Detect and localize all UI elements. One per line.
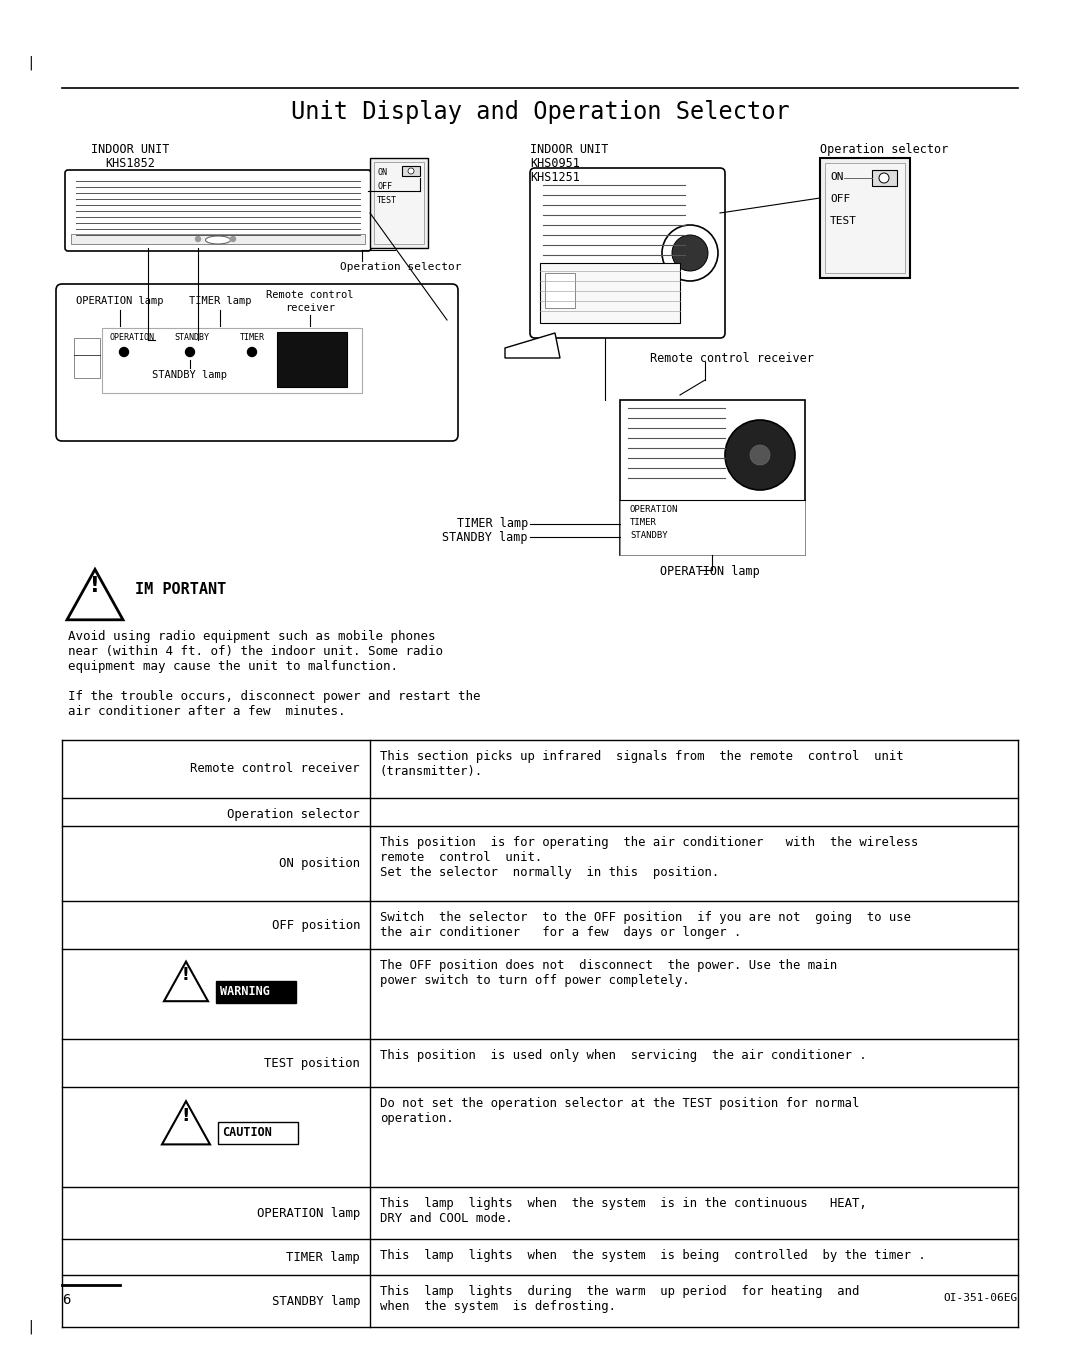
Text: OPERATION lamp: OPERATION lamp	[257, 1206, 360, 1220]
Circle shape	[672, 235, 708, 271]
Text: TIMER lamp: TIMER lamp	[286, 1250, 360, 1263]
Text: STANDBY lamp: STANDBY lamp	[443, 530, 528, 544]
Text: KHS1852: KHS1852	[105, 156, 154, 170]
Text: 6: 6	[62, 1293, 70, 1307]
Text: STANDBY lamp: STANDBY lamp	[152, 370, 228, 379]
Polygon shape	[162, 1102, 210, 1144]
Text: |: |	[28, 1321, 32, 1334]
Circle shape	[750, 445, 770, 465]
Bar	[102, 328, 362, 393]
Text: TEST: TEST	[377, 196, 397, 205]
Text: Avoid using radio equipment such as mobile phones
near (within 4 ft. of) the ind: Avoid using radio equipment such as mobi…	[68, 630, 443, 673]
Text: !: !	[90, 577, 99, 596]
Bar	[218, 1122, 298, 1144]
Text: IM PORTANT: IM PORTANT	[135, 582, 226, 597]
Bar	[374, 162, 424, 243]
Text: TIMER lamp: TIMER lamp	[457, 518, 528, 530]
Text: This position  is used only when  servicing  the air conditioner .: This position is used only when servicin…	[380, 1049, 867, 1062]
Bar	[820, 158, 910, 277]
Circle shape	[879, 173, 889, 184]
Text: ON: ON	[377, 169, 387, 177]
Text: Switch  the selector  to the OFF position  if you are not  going  to use
the air: Switch the selector to the OFF position …	[380, 911, 912, 938]
Circle shape	[706, 507, 714, 515]
Text: OPERATION lamp: OPERATION lamp	[77, 296, 164, 306]
Circle shape	[725, 420, 795, 490]
Text: !: !	[183, 966, 190, 983]
Text: !: !	[181, 1107, 190, 1125]
Text: OFF position: OFF position	[271, 918, 360, 932]
Circle shape	[408, 169, 414, 174]
Text: TIMER: TIMER	[630, 518, 657, 526]
Text: OPERATION lamp: OPERATION lamp	[660, 564, 759, 578]
Text: STANDBY: STANDBY	[630, 530, 667, 540]
Text: Do not set the operation selector at the TEST position for normal
operation.: Do not set the operation selector at the…	[380, 1098, 860, 1125]
Bar	[402, 166, 420, 175]
Text: KHS1251: KHS1251	[530, 171, 580, 184]
Bar	[545, 273, 575, 307]
Bar	[71, 234, 365, 243]
Bar	[825, 163, 905, 273]
Text: OFF: OFF	[377, 182, 392, 190]
Text: STANDBY: STANDBY	[174, 333, 210, 341]
Circle shape	[230, 237, 235, 242]
Bar	[216, 981, 296, 1004]
Bar	[620, 400, 805, 555]
Circle shape	[120, 348, 129, 356]
Text: This section picks up infrared  signals from  the remote  control  unit
(transmi: This section picks up infrared signals f…	[380, 749, 904, 778]
Text: Remote control receiver: Remote control receiver	[650, 352, 814, 364]
Text: OPERATION: OPERATION	[630, 505, 678, 514]
Text: INDOOR UNIT: INDOOR UNIT	[91, 143, 170, 156]
Text: WARNING: WARNING	[220, 985, 270, 998]
Text: CAUTION: CAUTION	[222, 1126, 272, 1140]
Text: TIMER lamp: TIMER lamp	[189, 296, 252, 306]
Text: This position  is for operating  the air conditioner   with  the wireless
remote: This position is for operating the air c…	[380, 836, 918, 879]
Polygon shape	[67, 570, 123, 620]
Bar	[540, 262, 680, 324]
Text: ON: ON	[831, 171, 843, 182]
Polygon shape	[164, 962, 208, 1001]
Text: KHS0951: KHS0951	[530, 156, 580, 170]
Text: OI-351-06EG: OI-351-06EG	[944, 1293, 1018, 1303]
Text: Operation selector: Operation selector	[227, 808, 360, 821]
Text: Remote control: Remote control	[267, 290, 354, 301]
Text: Remote control receiver: Remote control receiver	[190, 763, 360, 775]
FancyBboxPatch shape	[56, 284, 458, 441]
FancyBboxPatch shape	[530, 169, 725, 339]
Bar	[276, 332, 347, 388]
Circle shape	[195, 237, 201, 242]
Text: Operation selector: Operation selector	[340, 262, 461, 272]
Circle shape	[247, 348, 257, 356]
Bar	[620, 500, 805, 555]
Circle shape	[706, 533, 714, 541]
Ellipse shape	[205, 237, 230, 243]
Polygon shape	[505, 333, 561, 358]
Text: Unit Display and Operation Selector: Unit Display and Operation Selector	[291, 101, 789, 124]
Bar	[872, 170, 897, 186]
Text: The OFF position does not  disconnect  the power. Use the main
power switch to t: The OFF position does not disconnect the…	[380, 959, 837, 987]
Text: TEST position: TEST position	[265, 1057, 360, 1069]
Circle shape	[706, 520, 714, 528]
FancyBboxPatch shape	[65, 170, 372, 252]
Text: STANDBY lamp: STANDBY lamp	[271, 1295, 360, 1307]
Text: This  lamp  lights  during  the warm  up period  for heating  and
when  the syst: This lamp lights during the warm up peri…	[380, 1285, 860, 1312]
Text: OFF: OFF	[831, 194, 850, 204]
Text: This  lamp  lights  when  the system  is in the continuous   HEAT,
DRY and COOL : This lamp lights when the system is in t…	[380, 1197, 867, 1225]
Text: This  lamp  lights  when  the system  is being  controlled  by the timer .: This lamp lights when the system is bein…	[380, 1248, 926, 1262]
Text: If the trouble occurs, disconnect power and restart the
air conditioner after a : If the trouble occurs, disconnect power …	[68, 690, 481, 718]
Text: ON position: ON position	[279, 857, 360, 869]
Text: INDOOR UNIT: INDOOR UNIT	[530, 143, 608, 156]
Text: receiver: receiver	[285, 303, 335, 313]
Text: TEST: TEST	[831, 216, 858, 226]
Circle shape	[662, 224, 718, 282]
Circle shape	[186, 348, 194, 356]
Text: TIMER: TIMER	[240, 333, 265, 341]
Text: OPERATION: OPERATION	[110, 333, 156, 341]
Bar	[75, 339, 100, 378]
Text: Operation selector: Operation selector	[820, 143, 948, 156]
Text: |: |	[28, 54, 32, 69]
Bar	[370, 158, 428, 248]
